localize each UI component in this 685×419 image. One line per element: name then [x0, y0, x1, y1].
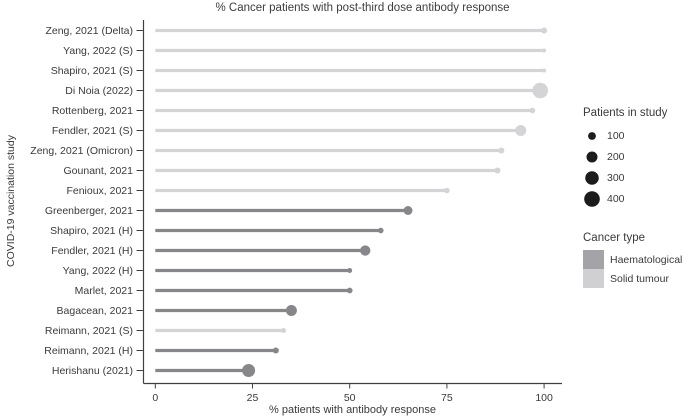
x-tick-label: 75: [441, 392, 453, 404]
lollipop-dot: [542, 68, 547, 73]
lollipop-dot: [444, 187, 450, 194]
y-tick-label: Fenioux, 2021: [66, 185, 133, 197]
y-tick-label: Herishanu (2021): [52, 365, 133, 377]
size-legend-rows: 100 200 300 400: [583, 125, 667, 209]
x-tick-label: 0: [152, 392, 158, 404]
color-legend-label: Solid tumour: [610, 272, 669, 285]
lollipop-dot: [403, 206, 413, 215]
lollipop-dot: [347, 268, 353, 273]
y-tick-label: Fendler, 2021 (S): [52, 125, 133, 137]
x-axis-label: % patients with antibody response: [269, 404, 436, 416]
y-tick-label: Fendler, 2021 (H): [51, 245, 133, 257]
color-legend-title: Cancer type: [583, 232, 646, 244]
y-tick-label: Reimann, 2021 (S): [45, 325, 133, 337]
size-legend-dot-icon: [583, 168, 607, 188]
y-tick-label: Zeng, 2021 (Omicron): [30, 145, 133, 157]
color-legend-rows: Haematological Solid tumour: [583, 250, 682, 288]
chart-title: % Cancer patients with post-third dose a…: [215, 2, 510, 14]
size-legend-value: 400: [607, 192, 625, 205]
y-tick-label: Yang, 2022 (H): [63, 265, 133, 277]
size-legend-item: 100: [583, 125, 667, 146]
size-legend-value: 200: [607, 150, 625, 163]
lollipop-dot: [532, 82, 549, 99]
lollipop-dot: [285, 304, 297, 317]
lollipop-dot: [242, 363, 256, 378]
y-tick-label: Shapiro, 2021 (H): [50, 225, 133, 237]
color-legend: Cancer type Haematological Solid tumour: [583, 232, 682, 288]
lollipop-dot: [272, 347, 279, 354]
y-tick-label: Greenberger, 2021: [45, 205, 133, 217]
x-tick-label: 50: [344, 392, 356, 404]
size-legend-dot-icon: [583, 189, 607, 209]
lollipop-dot: [494, 167, 501, 174]
size-legend-value: 300: [607, 171, 625, 184]
y-tick-label: Reimann, 2021 (H): [44, 345, 133, 357]
size-legend-item: 200: [583, 146, 667, 167]
size-legend-value: 100: [607, 129, 625, 142]
color-legend-item: Solid tumour: [583, 269, 682, 288]
size-legend: Patients in study 100 200 300 400: [583, 107, 667, 209]
size-legend-item: 400: [583, 188, 667, 209]
color-legend-item: Haematological: [583, 250, 682, 269]
size-legend-dot-icon: [583, 147, 607, 167]
color-legend-swatch: [583, 269, 604, 288]
y-tick-label: Shapiro, 2021 (S): [51, 65, 133, 77]
x-tick-label: 100: [535, 392, 553, 404]
y-tick-label: Marlet, 2021: [75, 285, 134, 297]
lollipop-dot: [529, 107, 536, 114]
lollipop-dot: [378, 227, 384, 234]
y-tick-label: Di Noia (2022): [65, 85, 133, 97]
x-tick-label: 25: [247, 392, 259, 404]
lollipop-dot: [281, 328, 287, 333]
lollipop-dot: [541, 27, 548, 34]
y-tick-label: Bagacean, 2021: [57, 305, 134, 317]
color-legend-swatch: [583, 250, 604, 269]
size-legend-item: 300: [583, 167, 667, 188]
y-tick-label: Rottenberg, 2021: [52, 105, 133, 117]
lollipop-dot: [542, 48, 547, 53]
lollipop-dot: [360, 245, 371, 256]
color-legend-label: Haematological: [610, 253, 683, 266]
lollipop-dot: [346, 287, 353, 294]
y-tick-label: Zeng, 2021 (Delta): [45, 25, 133, 37]
lollipop-dot: [498, 147, 505, 154]
size-legend-dot-icon: [583, 126, 607, 146]
size-legend-title: Patients in study: [583, 107, 668, 119]
y-tick-label: Gounant, 2021: [64, 165, 134, 177]
y-tick-label: Yang, 2022 (S): [63, 45, 133, 57]
lollipop-dot: [515, 124, 527, 137]
